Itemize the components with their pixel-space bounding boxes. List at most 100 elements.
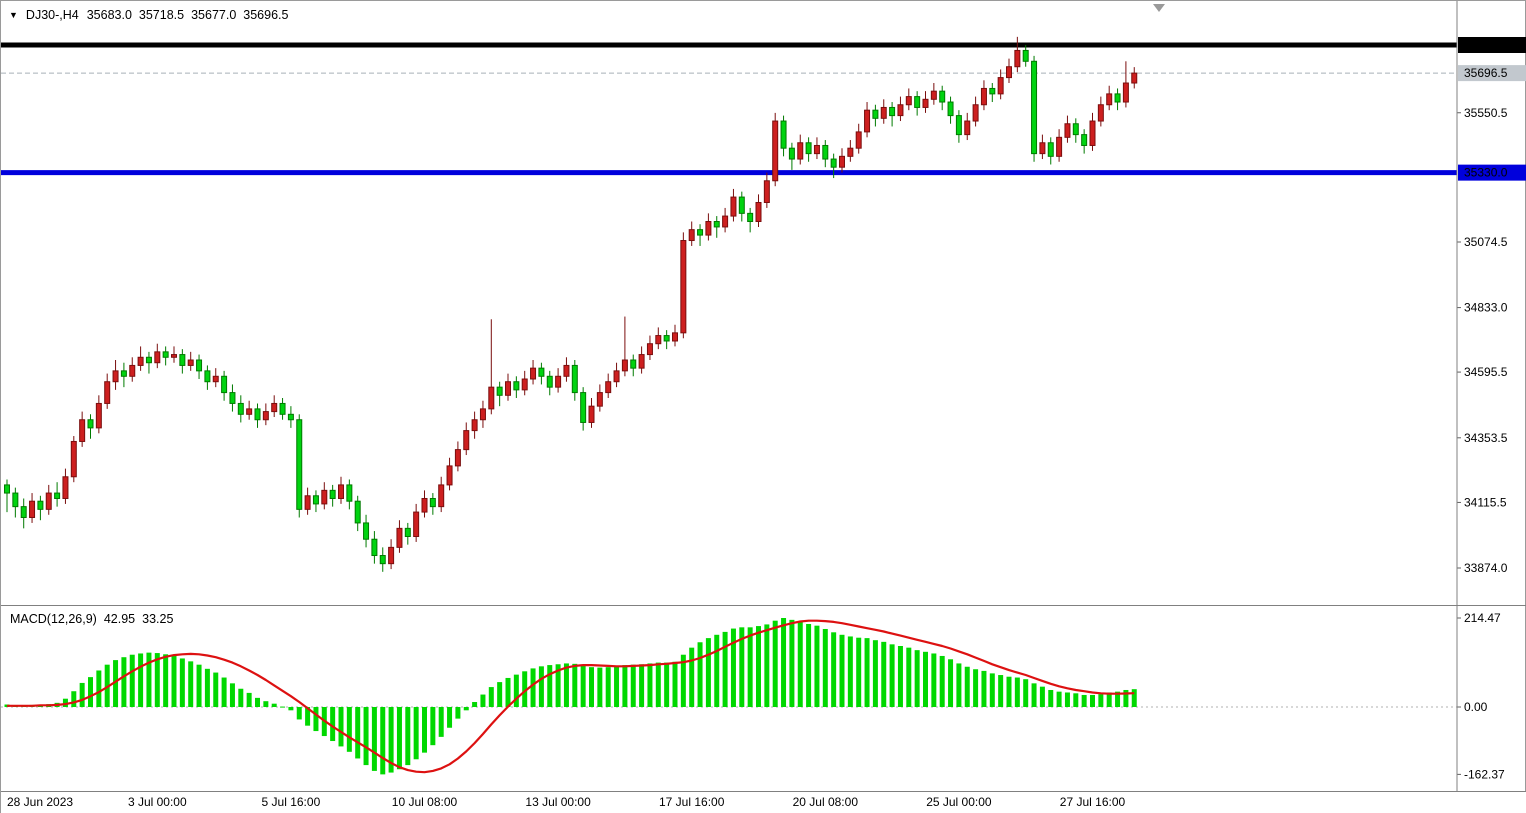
macd-histogram-bar[interactable] xyxy=(154,653,160,707)
candle-body[interactable] xyxy=(179,354,186,366)
macd-histogram-bar[interactable] xyxy=(872,640,878,707)
macd-histogram-bar[interactable] xyxy=(672,661,678,707)
candle-body[interactable] xyxy=(964,120,971,136)
candle-body[interactable] xyxy=(555,375,562,388)
macd-histogram-bar[interactable] xyxy=(138,653,144,707)
candle-body[interactable] xyxy=(296,419,303,510)
candle-body[interactable] xyxy=(488,386,495,410)
candle-body[interactable] xyxy=(822,144,829,160)
macd-histogram-bar[interactable] xyxy=(447,707,453,728)
candle-body[interactable] xyxy=(989,87,996,95)
macd-histogram-bar[interactable] xyxy=(346,707,352,752)
candle-body[interactable] xyxy=(29,500,36,518)
macd-histogram-bar[interactable] xyxy=(1006,676,1012,707)
candle-body[interactable] xyxy=(763,180,770,203)
candle-body[interactable] xyxy=(429,497,436,508)
candle-body[interactable] xyxy=(663,335,670,342)
macd-histogram-bar[interactable] xyxy=(146,652,152,707)
macd-histogram-bar[interactable] xyxy=(1090,694,1095,707)
candle-body[interactable] xyxy=(730,196,737,217)
candle-body[interactable] xyxy=(613,370,620,383)
candle-body[interactable] xyxy=(20,506,27,518)
candle-body[interactable] xyxy=(438,484,445,508)
candle-body[interactable] xyxy=(855,131,862,149)
candle-body[interactable] xyxy=(162,351,169,358)
macd-histogram-bar[interactable] xyxy=(948,659,954,707)
candle-body[interactable] xyxy=(171,354,177,358)
macd-histogram-bar[interactable] xyxy=(255,697,260,707)
macd-histogram-bar[interactable] xyxy=(714,634,720,707)
candle-body[interactable] xyxy=(1081,134,1088,146)
macd-histogram-bar[interactable] xyxy=(246,692,252,707)
candle-body[interactable] xyxy=(697,229,704,236)
macd-histogram-bar[interactable] xyxy=(188,661,194,707)
macd-signal-line[interactable] xyxy=(7,619,1135,774)
candle-body[interactable] xyxy=(312,495,319,505)
macd-histogram-bar[interactable] xyxy=(305,707,311,726)
macd-histogram-bar[interactable] xyxy=(88,677,93,707)
macd-histogram-bar[interactable] xyxy=(722,631,728,707)
candle-body[interactable] xyxy=(947,101,954,117)
macd-histogram-bar[interactable] xyxy=(756,626,761,707)
macd-histogram-bar[interactable] xyxy=(864,638,870,707)
candle-body[interactable] xyxy=(37,500,44,510)
candle-body[interactable] xyxy=(1064,123,1071,138)
candle-body[interactable] xyxy=(204,370,211,383)
macd-histogram-bar[interactable] xyxy=(1106,692,1112,707)
candle-body[interactable] xyxy=(780,120,787,149)
candle-body[interactable] xyxy=(805,142,812,155)
macd-histogram-bar[interactable] xyxy=(989,673,995,707)
price-chart-svg[interactable]: 35550.5 35074.5 34833.0 34595.5 34353.5 34115… xyxy=(1,1,1526,606)
symbol-menu-icon[interactable]: ▼ xyxy=(9,9,18,20)
candle-body[interactable] xyxy=(630,359,637,369)
macd-histogram-bar[interactable] xyxy=(689,647,695,707)
candle-body[interactable] xyxy=(722,215,729,228)
candle-body[interactable] xyxy=(363,522,370,540)
candle-body[interactable] xyxy=(1006,66,1012,79)
candle-body[interactable] xyxy=(1056,136,1063,157)
candle-body[interactable] xyxy=(571,364,578,394)
macd-histogram-bar[interactable] xyxy=(973,669,979,707)
macd-histogram-bar[interactable] xyxy=(622,665,628,707)
macd-histogram-bar[interactable] xyxy=(238,688,244,707)
macd-histogram-bar[interactable] xyxy=(422,707,427,753)
macd-histogram-bar[interactable] xyxy=(296,707,302,720)
candle-body[interactable] xyxy=(237,402,244,415)
candle-body[interactable] xyxy=(388,546,395,565)
candle-body[interactable] xyxy=(738,196,745,214)
candle-body[interactable] xyxy=(54,492,61,499)
macd-histogram-bar[interactable] xyxy=(1064,692,1070,707)
macd-histogram-bar[interactable] xyxy=(931,653,937,707)
candle-body[interactable] xyxy=(137,356,144,366)
macd-histogram-bar[interactable] xyxy=(563,663,569,707)
candle-body[interactable] xyxy=(705,221,712,236)
candle-body[interactable] xyxy=(922,98,929,108)
macd-histogram-bar[interactable] xyxy=(271,703,277,707)
candle-body[interactable] xyxy=(1047,142,1054,157)
macd-histogram-bar[interactable] xyxy=(914,650,920,707)
candle-body[interactable] xyxy=(997,77,1004,95)
macd-histogram-bar[interactable] xyxy=(396,707,402,770)
candle-body[interactable] xyxy=(112,370,119,383)
macd-histogram-bar[interactable] xyxy=(1023,679,1029,707)
time-axis[interactable]: 28 Jun 2023 3 Jul 00:00 5 Jul 16:00 10 Jul … xyxy=(1,791,1526,813)
candle-body[interactable] xyxy=(1131,72,1138,84)
candle-body[interactable] xyxy=(914,96,921,108)
candle-body[interactable] xyxy=(87,419,94,429)
macd-histogram-bar[interactable] xyxy=(889,644,895,707)
candle-body[interactable] xyxy=(1014,49,1021,68)
macd-histogram-bar[interactable] xyxy=(196,664,202,707)
macd-histogram-bar[interactable] xyxy=(1081,694,1087,707)
macd-histogram-bar[interactable] xyxy=(1056,691,1062,707)
candle-body[interactable] xyxy=(1031,60,1038,155)
macd-histogram-bar[interactable] xyxy=(263,701,269,707)
macd-histogram-bar[interactable] xyxy=(956,663,962,707)
candle-body[interactable] xyxy=(505,381,511,396)
macd-histogram-bar[interactable] xyxy=(998,675,1004,707)
macd-chart-svg[interactable]: 214.47 0.00 -162.37 xyxy=(1,606,1526,791)
candle-body[interactable] xyxy=(12,492,19,508)
candle-body[interactable] xyxy=(354,500,361,524)
candle-body[interactable] xyxy=(70,440,77,478)
macd-histogram-bar[interactable] xyxy=(472,702,478,707)
macd-histogram-bar[interactable] xyxy=(981,670,987,707)
